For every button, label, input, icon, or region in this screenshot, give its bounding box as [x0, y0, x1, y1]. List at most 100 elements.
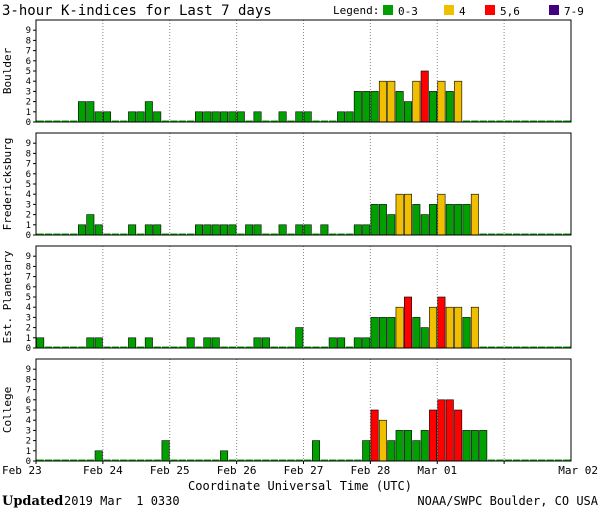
bar — [237, 233, 245, 235]
bar — [563, 120, 571, 122]
bar — [529, 233, 538, 235]
bar — [170, 233, 178, 235]
bar — [345, 346, 354, 348]
bar — [195, 459, 203, 461]
bar — [153, 111, 162, 123]
bar — [404, 193, 412, 236]
bar — [195, 224, 203, 236]
bar — [429, 409, 438, 462]
y-tick-label: 1 — [26, 334, 31, 344]
bar — [521, 233, 529, 235]
bar — [178, 120, 186, 122]
bar — [195, 346, 203, 348]
bar — [236, 111, 245, 123]
updated-label: Updated — [2, 494, 63, 509]
bar — [354, 459, 362, 461]
bar — [120, 120, 128, 122]
bar — [529, 346, 538, 348]
bar — [120, 233, 128, 235]
bar — [270, 120, 278, 122]
legend-entry-3: 7-9 — [564, 5, 584, 18]
bar — [429, 306, 438, 349]
chart-title: 3-hour K-indices for Last 7 days — [2, 3, 272, 19]
panel-frame — [35, 245, 572, 349]
y-tick-label: 5 — [26, 180, 31, 190]
bar — [61, 233, 69, 235]
bar — [487, 120, 496, 122]
bar — [546, 120, 554, 122]
bar — [412, 317, 421, 349]
bar — [228, 459, 237, 461]
bar — [387, 440, 396, 462]
bar — [237, 346, 245, 348]
bar — [128, 337, 137, 349]
legend-label: Legend: — [333, 4, 379, 17]
bar — [378, 80, 387, 123]
bar — [496, 233, 504, 235]
y-tick-label: 2 — [26, 211, 31, 221]
bar — [312, 233, 320, 235]
bar — [420, 430, 429, 462]
bar — [186, 459, 195, 461]
bar — [345, 459, 354, 461]
bar — [370, 91, 379, 123]
bar — [36, 120, 44, 122]
bar — [220, 346, 228, 348]
bar — [86, 101, 95, 123]
bar — [521, 459, 529, 461]
bar — [462, 204, 471, 236]
bar — [454, 80, 463, 123]
bar — [563, 346, 571, 348]
bar — [395, 430, 404, 462]
bar — [111, 120, 120, 122]
bar — [295, 327, 304, 349]
legend-swatch-3 — [549, 5, 559, 15]
bar — [563, 233, 571, 235]
bar — [278, 346, 287, 348]
bar — [69, 120, 78, 122]
y-tick-label: 4 — [26, 190, 31, 200]
bar — [170, 459, 178, 461]
bar — [128, 459, 136, 461]
bar — [487, 346, 496, 348]
bar — [136, 459, 145, 461]
bar — [337, 111, 346, 123]
y-tick-label: 1 — [26, 447, 31, 457]
bar — [36, 233, 44, 235]
x-tick-label: Feb 24 — [83, 464, 123, 477]
bar — [295, 459, 303, 461]
bar — [512, 459, 521, 461]
bar — [220, 111, 229, 123]
bar — [161, 120, 170, 122]
legend-entry-2: 5,6 — [500, 5, 520, 18]
bar — [186, 120, 195, 122]
bar — [362, 337, 371, 349]
bar — [120, 459, 128, 461]
bar — [404, 101, 412, 123]
x-tick-label: Mar 02 — [558, 464, 598, 477]
updated-value: 2019 Mar 1 0330 — [64, 494, 180, 508]
bar — [253, 337, 262, 349]
bar — [538, 459, 546, 461]
y-tick-label: 9 — [26, 139, 31, 149]
bar — [504, 120, 512, 122]
bar — [320, 224, 329, 236]
bar — [420, 214, 429, 236]
bar — [303, 111, 312, 123]
bar — [203, 111, 212, 123]
y-tick-label: 3 — [26, 426, 31, 436]
bar — [554, 233, 563, 235]
bar — [245, 346, 253, 348]
bar — [538, 120, 546, 122]
bar — [445, 306, 454, 349]
bar — [362, 91, 371, 123]
y-tick-label: 2 — [26, 437, 31, 447]
bar — [345, 111, 354, 123]
bar — [262, 233, 270, 235]
bar — [161, 233, 170, 235]
bar — [563, 459, 571, 461]
bar — [420, 327, 429, 349]
bar — [237, 459, 245, 461]
